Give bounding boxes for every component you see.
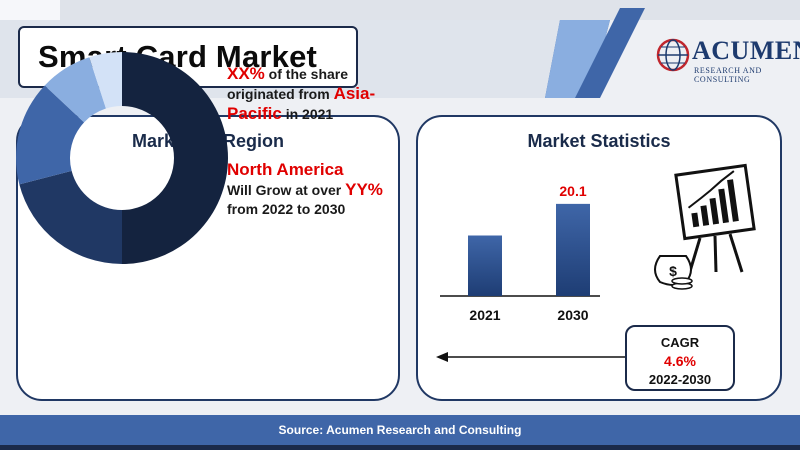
svg-text:$: $ bbox=[669, 263, 677, 279]
donut-slice-1 bbox=[122, 52, 228, 264]
cagr-arrow bbox=[436, 352, 628, 362]
donut-slice-3 bbox=[16, 85, 85, 185]
share-highlight: XX% bbox=[227, 64, 265, 83]
share-text-a: of the share originated from bbox=[227, 66, 349, 102]
globe-logo-icon bbox=[656, 38, 690, 72]
growth-text-a: Will Grow at over bbox=[227, 182, 346, 198]
bottom-strip bbox=[0, 445, 800, 450]
stats-panel-title: Market Statistics bbox=[527, 131, 671, 151]
region-asia-pacific: Asia-Pacific bbox=[227, 84, 376, 123]
growth-chart-easel-illustration: $ bbox=[654, 163, 756, 290]
logo-brand-text: ACUMEN bbox=[692, 36, 800, 65]
asia-pacific-statement: XX% of the share originated from Asia-Pa… bbox=[227, 64, 387, 124]
donut-slice-4 bbox=[44, 57, 106, 123]
market-size-bar-chart: 2021 2030 20.1 bbox=[440, 183, 600, 323]
region-north-america: North America bbox=[227, 160, 344, 179]
north-america-statement: North America Will Grow at over YY% from… bbox=[227, 160, 387, 219]
region-donut-chart bbox=[16, 52, 228, 264]
donut-slice-2 bbox=[19, 170, 122, 264]
growth-text-b: from 2022 to 2030 bbox=[227, 201, 346, 217]
cagr-box: CAGR 4.6% 2022-2030 bbox=[625, 325, 735, 391]
x-tick-label-2021: 2021 bbox=[469, 307, 500, 323]
x-tick-label-2030: 2030 bbox=[557, 307, 588, 323]
cagr-label: CAGR bbox=[660, 335, 700, 350]
cagr-years: 2022-2030 bbox=[648, 372, 712, 387]
share-text-b: in 2021 bbox=[281, 106, 334, 122]
logo-subtext: RESEARCH AND CONSULTING bbox=[694, 66, 762, 84]
acumen-logo: ACUMEN RESEARCH AND CONSULTING bbox=[656, 34, 800, 84]
source-text: Source: Acumen Research and Consulting bbox=[278, 423, 522, 437]
source-footer: Source: Acumen Research and Consulting bbox=[0, 415, 800, 445]
data-label-2030: 20.1 bbox=[559, 183, 586, 199]
donut-slice-5 bbox=[89, 52, 122, 109]
bar-2021 bbox=[468, 235, 502, 296]
growth-highlight: YY% bbox=[345, 180, 383, 199]
bar-2030 bbox=[556, 203, 590, 296]
cagr-value: 4.6% bbox=[664, 353, 696, 369]
